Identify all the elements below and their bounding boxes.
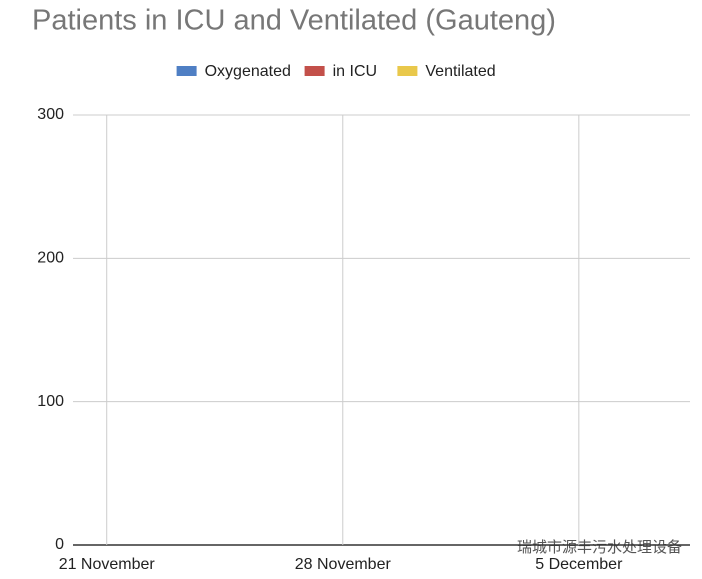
legend-swatch	[397, 66, 418, 76]
legend-label: Oxygenated	[205, 63, 291, 80]
x-tick-label: 28 November	[295, 556, 392, 573]
y-tick-label: 300	[37, 106, 64, 123]
legend-swatch	[176, 66, 197, 76]
x-tick-label: 21 November	[59, 556, 156, 573]
legend-swatch	[304, 66, 325, 76]
legend-label: in ICU	[333, 63, 377, 80]
legend-label: Ventilated	[425, 63, 495, 80]
chart-title: Patients in ICU and Ventilated (Gauteng)	[32, 5, 556, 37]
y-tick-label: 200	[37, 250, 64, 267]
watermark: 瑞城市源丰污水处理设备	[517, 539, 682, 556]
x-tick-label: 5 December	[535, 556, 623, 573]
y-tick-label: 0	[55, 536, 64, 553]
y-tick-label: 100	[37, 393, 64, 410]
